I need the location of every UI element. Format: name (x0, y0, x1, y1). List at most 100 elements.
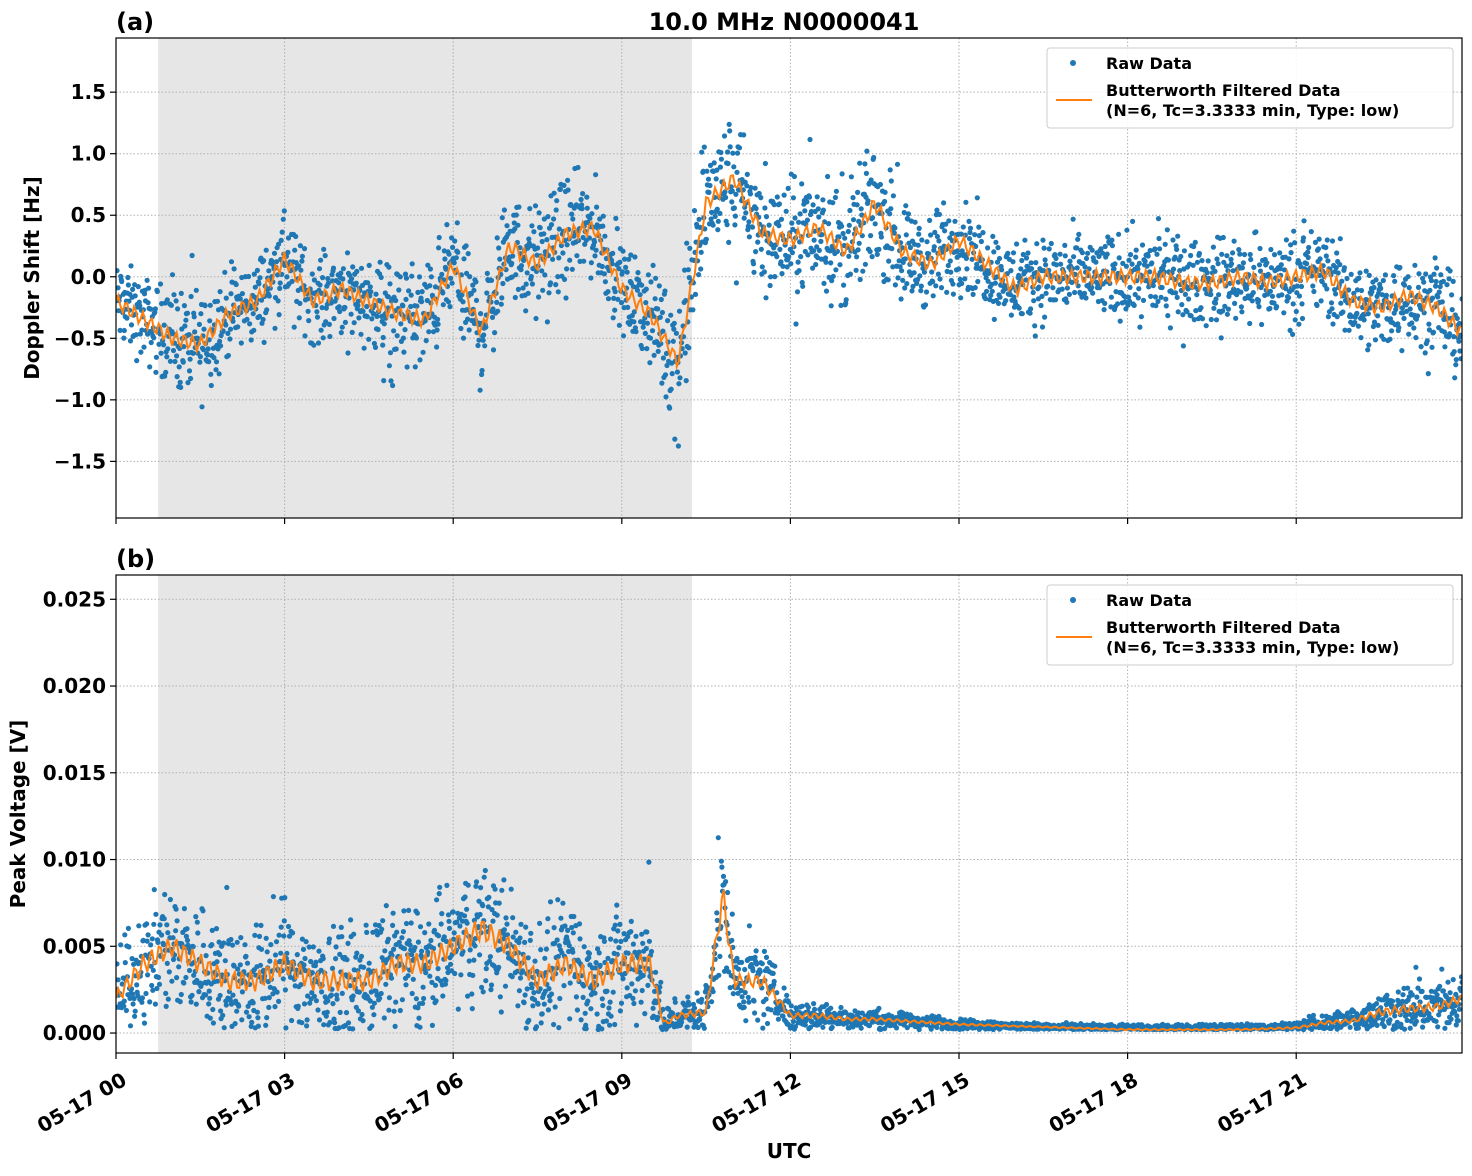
raw-data-point (1268, 247, 1273, 252)
shaded-region (158, 38, 692, 518)
raw-data-point (635, 270, 640, 275)
raw-data-point (545, 214, 550, 219)
raw-data-point (670, 371, 675, 376)
raw-data-point (1325, 258, 1330, 263)
raw-data-point (330, 1001, 335, 1006)
raw-data-point (1251, 265, 1256, 270)
raw-data-point (1228, 257, 1233, 262)
y-tick-label: 1.5 (71, 80, 106, 104)
raw-data-point (468, 947, 473, 952)
raw-data-point (807, 137, 812, 142)
raw-data-point (174, 353, 179, 358)
raw-data-point (719, 865, 724, 870)
raw-data-point (1325, 237, 1330, 242)
raw-data-point (146, 286, 151, 291)
raw-data-point (821, 208, 826, 213)
raw-data-point (1448, 268, 1453, 273)
raw-data-point (932, 244, 937, 249)
raw-data-point (1306, 245, 1311, 250)
raw-data-point (620, 249, 625, 254)
raw-data-point (190, 253, 195, 258)
raw-data-point (714, 910, 719, 915)
raw-data-point (711, 223, 716, 228)
raw-data-point (178, 385, 183, 390)
raw-data-point (133, 293, 138, 298)
raw-data-point (182, 303, 187, 308)
raw-data-point (161, 342, 166, 347)
raw-data-point (562, 277, 567, 282)
raw-data-point (121, 336, 126, 341)
raw-data-point (553, 1004, 558, 1009)
raw-data-point (1214, 317, 1219, 322)
raw-data-point (605, 289, 610, 294)
raw-data-point (1029, 266, 1034, 271)
raw-data-point (539, 268, 544, 273)
raw-data-point (393, 1024, 398, 1029)
raw-data-point (1334, 250, 1339, 255)
raw-data-point (588, 1006, 593, 1011)
raw-data-point (722, 133, 727, 138)
raw-data-point (510, 253, 515, 258)
legend-raw-marker (1070, 60, 1076, 66)
raw-data-point (161, 942, 166, 947)
raw-data-point (765, 1021, 770, 1026)
raw-data-point (314, 309, 319, 314)
raw-data-point (730, 151, 735, 156)
raw-data-point (909, 288, 914, 293)
raw-data-point (613, 289, 618, 294)
raw-data-point (398, 321, 403, 326)
y-axis-label-b: Peak Voltage [V] (6, 720, 30, 909)
raw-data-point (467, 274, 472, 279)
raw-data-point (381, 335, 386, 340)
raw-data-point (436, 322, 441, 327)
y-tick-label: −1.0 (54, 388, 106, 412)
raw-data-point (1412, 263, 1417, 268)
raw-data-point (767, 223, 772, 228)
raw-data-point (297, 315, 302, 320)
legend-raw-label: Raw Data (1106, 54, 1192, 73)
raw-data-point (566, 187, 571, 192)
raw-data-point (820, 197, 825, 202)
raw-data-point (384, 903, 389, 908)
raw-data-point (956, 266, 961, 271)
raw-data-point (266, 1005, 271, 1010)
raw-data-point (868, 249, 873, 254)
raw-data-point (741, 999, 746, 1004)
raw-data-point (267, 995, 272, 1000)
raw-data-point (899, 296, 904, 301)
raw-data-point (903, 256, 908, 261)
raw-data-point (195, 930, 200, 935)
raw-data-point (323, 253, 328, 258)
raw-data-point (281, 217, 286, 222)
raw-data-point (964, 266, 969, 271)
raw-data-point (580, 191, 585, 196)
raw-data-point (483, 868, 488, 873)
raw-data-point (1384, 293, 1389, 298)
raw-data-point (276, 298, 281, 303)
raw-data-point (879, 234, 884, 239)
raw-data-point (733, 214, 738, 219)
raw-data-point (671, 339, 676, 344)
raw-data-point (804, 199, 809, 204)
raw-data-point (609, 1014, 614, 1019)
y-tick-label: 0.010 (43, 848, 106, 872)
raw-data-point (599, 1026, 604, 1031)
raw-data-point (119, 279, 124, 284)
raw-data-point (162, 892, 167, 897)
raw-data-point (944, 290, 949, 295)
raw-data-point (327, 334, 332, 339)
raw-data-point (1440, 299, 1445, 304)
raw-data-point (617, 260, 622, 265)
raw-data-point (842, 236, 847, 241)
raw-data-point (197, 322, 202, 327)
raw-data-point (758, 195, 763, 200)
raw-data-point (441, 302, 446, 307)
raw-data-point (327, 1020, 332, 1025)
raw-data-point (530, 1003, 535, 1008)
raw-data-point (343, 320, 348, 325)
raw-data-point (228, 937, 233, 942)
raw-data-point (1163, 297, 1168, 302)
raw-data-point (1067, 259, 1072, 264)
raw-data-point (426, 921, 431, 926)
raw-data-point (919, 284, 924, 289)
